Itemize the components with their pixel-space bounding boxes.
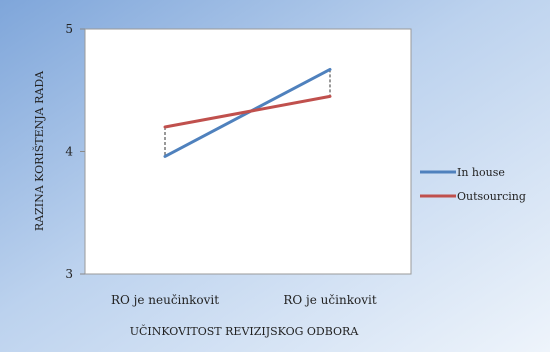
x-axis-ticks: RO je neučinkovit RO je učinkovit xyxy=(111,293,377,307)
x-tick-label-1: RO je učinkovit xyxy=(283,293,376,307)
series-lines xyxy=(163,67,332,158)
y-axis-title: RAZINA KORIŠTENJA RADA xyxy=(32,70,46,231)
y-tick-label-2: 5 xyxy=(65,22,73,36)
y-tick-label-1: 4 xyxy=(65,145,73,159)
x-tick-label-0: RO je neučinkovit xyxy=(111,293,219,307)
y-axis-ticks: 3 4 5 xyxy=(65,22,85,281)
legend-label-0: In house xyxy=(457,166,505,179)
legend-label-1: Outsourcing xyxy=(457,190,526,203)
series-line-outsourcing xyxy=(163,94,332,129)
plot-area xyxy=(84,28,412,275)
legend: In house Outsourcing xyxy=(420,166,526,203)
difference-markers xyxy=(164,69,331,157)
y-tick-label-0: 3 xyxy=(65,267,73,281)
x-axis-title: UČINKOVITOST REVIZIJSKOG ODBORA xyxy=(130,324,360,338)
